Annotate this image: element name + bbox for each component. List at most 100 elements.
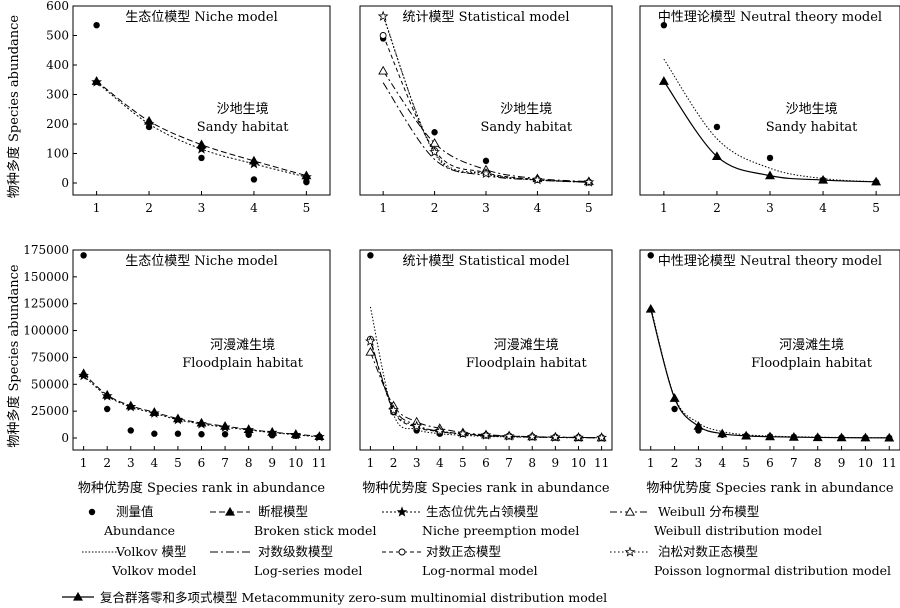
point-metacommunity [812, 432, 823, 442]
panel-title: 统计模型 Statistical model [402, 254, 569, 269]
x-tick-label: 10 [288, 456, 303, 470]
x-tick-label: 6 [198, 456, 206, 470]
x-tick-label: 2 [103, 456, 111, 470]
x-tick-label: 5 [872, 201, 880, 215]
series-line-volkov [650, 306, 890, 439]
series-line-weibull [382, 70, 589, 183]
point-weibull [429, 138, 440, 147]
point-weibull [378, 65, 389, 75]
point-abundance [127, 427, 134, 434]
x-tick-label: 3 [695, 456, 703, 470]
series-line-log_normal [382, 35, 589, 183]
x-tick-label: 10 [571, 456, 586, 470]
point-log_normal [379, 32, 387, 39]
panel-1: 1 2 3 4 5 0 100 200 300 400 500 600 生态位模型 Niche mode… [6, 0, 331, 215]
plot-frame [639, 5, 900, 196]
y-tick-label: 0 [61, 176, 69, 190]
x-tick-label: 2 [431, 201, 439, 215]
point-niche_preemption [101, 390, 113, 401]
point-metacommunity [711, 151, 722, 161]
point-poisson_lognormal [377, 10, 389, 21]
point-metacommunity [765, 431, 775, 441]
y-tick-label: 400 [46, 58, 69, 72]
point-poisson_lognormal [549, 431, 561, 442]
point-abundance [198, 154, 205, 162]
x-tick-label: 4 [534, 201, 542, 215]
x-tick-label: 1 [367, 456, 375, 470]
x-tick-label: 8 [528, 456, 536, 470]
x-tick-label: 2 [713, 201, 721, 215]
plot-frame [639, 249, 900, 451]
point-metacommunity [669, 393, 680, 402]
panel-title: 生态位模型 Niche model [125, 254, 277, 269]
y-tick-label: 75000 [31, 350, 69, 364]
x-tick-label: 10 [858, 456, 873, 470]
point-niche_preemption [91, 76, 102, 87]
y-tick-label: 25000 [31, 404, 69, 418]
legend-item-log_series: 对数级数模型 Log-series model [210, 544, 362, 578]
point-abundance [482, 157, 490, 165]
series-line-metacommunity [650, 308, 890, 439]
legend-label-zh: Volkov 模型 [115, 544, 187, 559]
point-abundance [671, 405, 678, 413]
legend-label-zh: 泊松对数正态模型 [658, 544, 758, 559]
point-poisson_lognormal [434, 425, 446, 436]
x-tick-label: 9 [268, 456, 276, 470]
x-tick-label: 1 [80, 456, 88, 470]
point-metacommunity [765, 170, 775, 180]
habitat-label-en: Sandy habitat [197, 120, 289, 135]
point-abundance [174, 430, 182, 437]
x-tick-label: 3 [198, 201, 206, 215]
x-tick-label: 5 [174, 456, 182, 470]
x-tick-label: 5 [585, 201, 593, 215]
habitat-label-en: Sandy habitat [480, 120, 572, 135]
x-tick-label: 4 [436, 456, 444, 470]
series-line-niche_preemption [83, 375, 320, 438]
point-abundance [660, 21, 668, 29]
series-line-weibull [369, 351, 602, 439]
legend-label-en: Weibull distribution model [654, 523, 822, 538]
y-tick-label: 150000 [23, 270, 69, 284]
point-metacommunity [871, 176, 882, 186]
point-metacommunity [658, 76, 669, 85]
x-tick-label: 11 [312, 456, 327, 470]
panel-title: 生态位模型 Niche model [125, 10, 277, 25]
point-poisson_lognormal [573, 431, 584, 443]
habitat-label-zh: 河漫滩生境 [494, 338, 559, 353]
point-metacommunity [741, 430, 752, 440]
x-axis-label: 物种优势度 Species rank in abundance [362, 480, 610, 496]
x-tick-label: 2 [390, 456, 398, 470]
habitat-label-en: Sandy habitat [766, 120, 858, 135]
point-metacommunity [818, 174, 829, 184]
legend-label-zh: 断棍模型 [258, 504, 308, 519]
panel-title: 中性理论模型 Neutral theory model [658, 10, 882, 25]
point-niche_preemption [196, 143, 207, 154]
y-tick-label: 200 [46, 117, 69, 131]
series-line-broken_stick [96, 80, 307, 177]
legend-marker-niche_preemption [396, 506, 408, 517]
legend-marker-abundance [88, 508, 96, 516]
point-abundance [766, 154, 774, 162]
panel-2: 1 2 3 4 5 统计模型 Statistical model 沙地生境 Sandy hab… [359, 5, 613, 215]
point-poisson_lognormal [480, 167, 492, 179]
point-abundance [647, 252, 654, 259]
panel-title: 统计模型 Statistical model [402, 10, 569, 25]
y-axis-label: 物种多度 Species abundance [6, 264, 22, 448]
y-tick-label: 0 [61, 431, 69, 445]
point-metacommunity [884, 432, 895, 442]
legend-label-en: Log-normal model [422, 563, 538, 578]
x-tick-label: 4 [718, 456, 726, 470]
x-tick-label: 6 [766, 456, 774, 470]
point-abundance [80, 252, 87, 259]
x-tick-label: 7 [221, 456, 229, 470]
point-niche_preemption [78, 370, 89, 381]
point-metacommunity [645, 303, 656, 313]
habitat-label-en: Floodplain habitat [182, 356, 304, 371]
point-abundance [151, 430, 158, 437]
panel-4: 1 2 3 4 5 6 7 8 9 10 11 0 25000 50000 75000 100000 12500… [6, 243, 331, 496]
legend-label-en: Log-series model [254, 563, 362, 578]
plot-frame [359, 249, 613, 451]
point-weibull [365, 346, 376, 356]
x-tick-label: 11 [882, 456, 897, 470]
legend-label-en: Niche preemption model [422, 523, 579, 538]
